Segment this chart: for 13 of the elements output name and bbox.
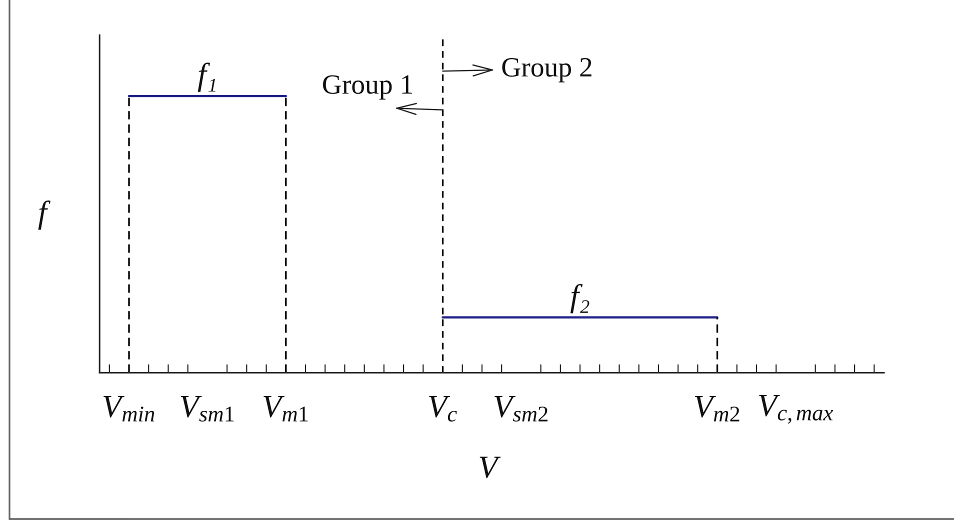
x-axis-title: V <box>480 456 501 478</box>
x-tick-label: V$_{c,max}$ <box>759 394 834 424</box>
x-tick-label: V$_{sm1}$ <box>180 396 234 422</box>
annotation: Group 2 <box>502 58 592 82</box>
x-tick-label: V$_{m2}$ <box>695 396 740 422</box>
x-tick-label: V$_{m1}$ <box>264 396 308 422</box>
series-label: f₁ <box>198 62 216 92</box>
x-tick-label: V$_{c}$ <box>429 396 457 422</box>
x-tick-label: V$_{min}$ <box>104 396 154 422</box>
x-tick-label: V$_{sm2}$ <box>494 396 548 422</box>
annotation: Group 1 <box>323 75 412 100</box>
y-axis-title: f <box>38 200 50 230</box>
series-label: f₂ <box>570 284 590 314</box>
